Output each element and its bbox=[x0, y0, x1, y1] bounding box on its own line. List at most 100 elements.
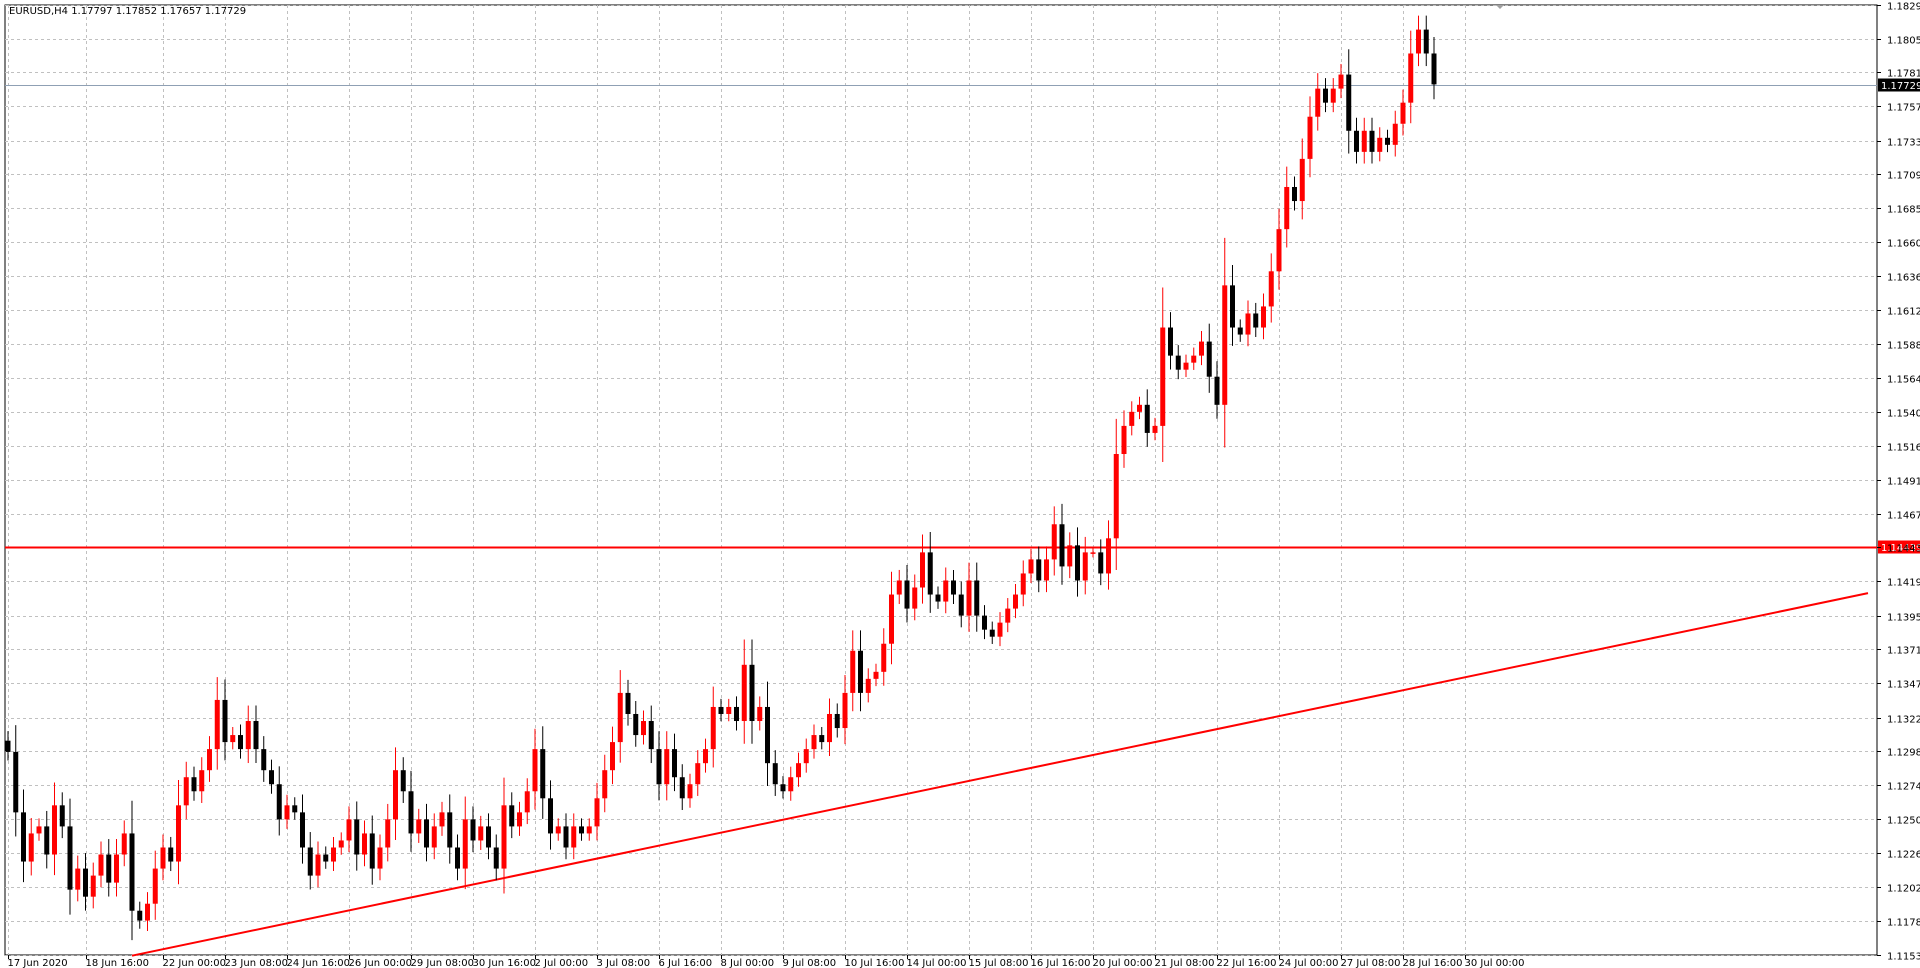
candle-body bbox=[493, 847, 499, 869]
candle-body bbox=[1036, 559, 1042, 581]
candle-body bbox=[679, 777, 685, 799]
candle-body bbox=[951, 580, 956, 595]
price-tick-label: 1.16125 bbox=[1887, 307, 1920, 318]
price-tick-label: 1.12985 bbox=[1887, 748, 1920, 759]
price-tick-label: 1.14915 bbox=[1887, 477, 1920, 488]
candle-body bbox=[1237, 327, 1243, 335]
candle-body bbox=[858, 650, 863, 693]
candle-body bbox=[222, 699, 228, 743]
time-tick-label: 21 Jul 08:00 bbox=[1155, 958, 1215, 968]
candle-body bbox=[400, 770, 406, 792]
time-tick-label: 29 Jun 08:00 bbox=[411, 958, 475, 968]
candle-body bbox=[741, 664, 747, 722]
candle-body bbox=[1028, 559, 1034, 574]
candle-body bbox=[300, 812, 305, 848]
candle-body bbox=[865, 678, 871, 693]
candle-body bbox=[354, 819, 360, 855]
candle-body bbox=[1416, 29, 1421, 54]
candle-body bbox=[540, 749, 546, 799]
candle-body bbox=[563, 826, 569, 848]
candle-body bbox=[377, 847, 383, 869]
candle-body bbox=[524, 791, 530, 813]
time-tick-label: 18 Jun 16:00 bbox=[86, 958, 150, 968]
candle-body bbox=[1400, 102, 1406, 124]
candle-body bbox=[889, 594, 894, 644]
candle-body bbox=[749, 664, 755, 722]
candle-body bbox=[346, 819, 352, 841]
candle-body bbox=[1307, 116, 1313, 159]
candle-body bbox=[261, 749, 267, 771]
level-price-label: 1.14439 bbox=[1881, 543, 1920, 554]
candle-body bbox=[827, 713, 832, 743]
price-tick-label: 1.16365 bbox=[1887, 273, 1920, 284]
time-tick-label: 24 Jul 00:00 bbox=[1279, 958, 1339, 968]
candle-body bbox=[338, 840, 344, 848]
candle-body bbox=[850, 650, 856, 693]
candle-body bbox=[648, 721, 654, 750]
candle-body bbox=[331, 847, 336, 862]
time-tick-label: 6 Jul 16:00 bbox=[659, 958, 713, 968]
candle-body bbox=[5, 740, 11, 752]
candle-body bbox=[803, 749, 809, 764]
candle-body bbox=[238, 735, 243, 750]
candle-body bbox=[1431, 53, 1437, 85]
candle-body bbox=[245, 721, 251, 750]
candle-body bbox=[571, 826, 577, 848]
candle-body bbox=[276, 784, 282, 820]
candle-body bbox=[98, 854, 104, 876]
candle-body bbox=[1121, 425, 1127, 455]
candle-body bbox=[455, 847, 460, 869]
candle-body bbox=[145, 903, 150, 921]
candle-body bbox=[253, 721, 259, 750]
shift-marker-icon[interactable] bbox=[1496, 5, 1504, 9]
candle-body bbox=[501, 805, 507, 869]
bid-price-marker bbox=[1878, 78, 1920, 92]
candle-body bbox=[1230, 285, 1235, 328]
candle-body bbox=[114, 854, 119, 883]
time-tick-label: 23 Jun 08:00 bbox=[225, 958, 289, 968]
time-tick-label: 16 Jul 16:00 bbox=[1031, 958, 1091, 968]
candle-body bbox=[478, 826, 484, 841]
candle-body bbox=[323, 854, 329, 862]
price-tick-label: 1.15160 bbox=[1887, 443, 1920, 454]
time-tick-label: 2 Jul 00:00 bbox=[535, 958, 589, 968]
candle-body bbox=[935, 594, 941, 602]
candle-body bbox=[1106, 538, 1111, 574]
candle-body bbox=[548, 798, 553, 834]
price-tick-label: 1.15400 bbox=[1887, 409, 1920, 420]
candle-body bbox=[1315, 88, 1321, 117]
candle-body bbox=[726, 706, 732, 714]
candle-body bbox=[1346, 74, 1352, 131]
time-tick-label: 3 Jul 08:00 bbox=[597, 958, 651, 968]
candle-body bbox=[610, 742, 615, 771]
price-axis: 1.18295 1.18055 1.17815 1.17575 1.17330 1.170… bbox=[1877, 2, 1920, 963]
price-tick-label: 1.13470 bbox=[1887, 680, 1920, 691]
candle-body bbox=[1222, 285, 1228, 405]
bid-price-label: 1.17729 bbox=[1881, 81, 1920, 92]
candle-body bbox=[1183, 362, 1189, 370]
candle-body bbox=[1268, 271, 1274, 307]
candle-body bbox=[772, 763, 778, 785]
candle-body bbox=[656, 749, 662, 785]
candle-body bbox=[90, 875, 96, 897]
candle-body bbox=[36, 826, 42, 834]
candle-body bbox=[284, 805, 290, 820]
candle-body bbox=[873, 671, 879, 679]
trend-line-layer bbox=[131, 592, 1869, 957]
candle-body bbox=[1137, 404, 1142, 412]
candle-body bbox=[672, 749, 677, 778]
candle-body bbox=[586, 826, 592, 834]
candle-body bbox=[958, 594, 964, 616]
price-tick-label: 1.17575 bbox=[1887, 103, 1920, 114]
candle-body bbox=[757, 706, 763, 722]
candle-body bbox=[1191, 355, 1197, 363]
candle-body bbox=[966, 580, 972, 616]
candle-body bbox=[1152, 425, 1158, 433]
candle-body bbox=[191, 777, 197, 792]
time-tick-label: 27 Jul 08:00 bbox=[1341, 958, 1401, 968]
candle-body bbox=[1090, 552, 1096, 554]
candle-body bbox=[1013, 594, 1018, 609]
time-tick-label: 8 Jul 00:00 bbox=[721, 958, 775, 968]
